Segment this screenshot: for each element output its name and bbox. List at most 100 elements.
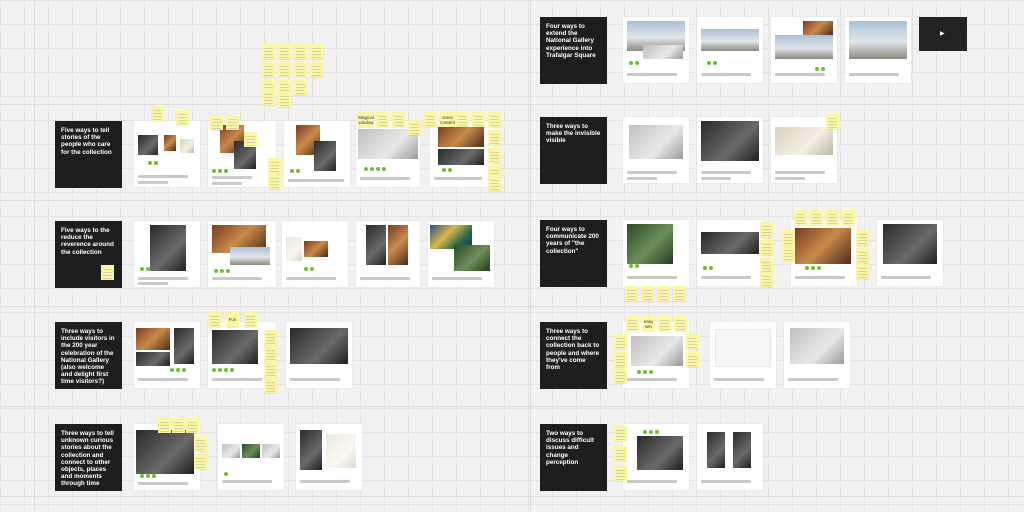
idea-card[interactable] [623,322,689,388]
sticky-note[interactable] [244,132,257,147]
sticky-note[interactable]: Docs content [440,112,455,127]
sticky-note[interactable] [262,90,275,105]
sticky-note[interactable] [264,330,277,345]
sticky-note[interactable] [760,258,773,273]
sticky-note[interactable] [810,210,823,225]
sticky-note[interactable] [686,334,699,349]
section-title-card[interactable]: Four ways to communicate 200 years of "t… [540,220,607,287]
idea-card[interactable] [134,121,200,187]
sticky-note[interactable] [641,286,654,301]
idea-card[interactable] [284,121,350,187]
sticky-note[interactable] [625,286,638,301]
sticky-note[interactable] [264,346,277,361]
sticky-note[interactable] [210,115,223,130]
sticky-note[interactable] [826,210,839,225]
sticky-note[interactable] [244,312,257,327]
sticky-note[interactable] [856,230,869,245]
section-title-card[interactable]: Three ways to tell unknown curious stori… [55,424,122,491]
sticky-note[interactable] [172,418,185,433]
idea-card[interactable] [877,220,943,286]
sticky-note[interactable] [782,230,795,245]
sticky-note[interactable] [456,112,469,127]
idea-card[interactable] [697,17,763,83]
sticky-note[interactable] [686,352,699,367]
sticky-note[interactable] [268,174,281,189]
sticky-note[interactable] [658,316,671,331]
sticky-note[interactable] [614,334,627,349]
sticky-note[interactable] [186,418,199,433]
sticky-note[interactable] [264,362,277,377]
sticky-note[interactable] [856,248,869,263]
sticky-note[interactable] [264,378,277,393]
sticky-note[interactable] [488,148,501,163]
sticky-note[interactable] [278,44,291,59]
sticky-note[interactable] [294,44,307,59]
sticky-note[interactable] [208,312,221,327]
idea-card[interactable] [791,220,857,286]
section-title-card[interactable]: Three ways to make the invisible visible [540,117,607,184]
sticky-note[interactable] [614,466,627,481]
sticky-note[interactable] [472,112,485,127]
sticky-note[interactable] [158,418,171,433]
sticky-note[interactable] [614,352,627,367]
sticky-note[interactable] [262,62,275,77]
idea-card[interactable] [356,221,420,287]
sticky-note[interactable] [657,286,670,301]
sticky-note[interactable] [826,114,839,129]
sticky-note[interactable]: easy win [642,316,655,331]
idea-card[interactable] [623,220,689,286]
sticky-note[interactable] [760,240,773,255]
sticky-note[interactable] [614,426,627,441]
section-title-card[interactable]: Four ways to extend the National Gallery… [540,17,607,84]
idea-card[interactable] [771,117,837,183]
sticky-note[interactable] [268,158,281,173]
sticky-note[interactable] [194,454,207,469]
sticky-note[interactable] [760,222,773,237]
sticky-note[interactable] [294,62,307,77]
sticky-note[interactable] [392,112,405,127]
idea-card[interactable] [697,424,763,490]
video-thumbnail[interactable]: ▶ [919,17,967,51]
sticky-note[interactable] [673,286,686,301]
sticky-note[interactable] [488,130,501,145]
idea-card[interactable] [134,322,200,388]
play-icon[interactable]: ▶ [940,31,945,37]
section-title-card[interactable]: Five ways to tell stories of the people … [55,121,122,188]
sticky-note[interactable] [488,112,501,127]
idea-card[interactable] [845,17,911,83]
sticky-note[interactable] [310,62,323,77]
idea-card[interactable] [623,17,689,83]
sticky-note[interactable] [794,210,807,225]
sticky-note[interactable] [226,115,239,130]
sticky-note[interactable] [376,112,389,127]
section-title-card[interactable]: Three ways to include visitors in the 20… [55,322,122,389]
sticky-note[interactable] [842,210,855,225]
sticky-note[interactable] [760,272,773,287]
idea-card[interactable] [623,424,689,490]
sticky-note[interactable] [674,316,687,331]
idea-card[interactable] [430,121,494,187]
sticky-note[interactable] [278,62,291,77]
idea-card[interactable] [208,221,276,287]
sticky-note[interactable] [614,446,627,461]
sticky-note[interactable]: Magical window [358,112,374,127]
idea-card[interactable] [296,424,362,490]
idea-card[interactable] [697,117,763,183]
sticky-note[interactable] [278,92,291,107]
section-title-card[interactable]: Three ways to connect the collection bac… [540,322,607,389]
sticky-note[interactable] [278,80,291,95]
idea-card[interactable] [282,221,348,287]
sticky-note[interactable] [151,106,164,121]
sticky-note[interactable] [262,44,275,59]
sticky-note[interactable] [856,264,869,279]
idea-card[interactable] [134,221,200,287]
idea-card[interactable] [771,17,837,83]
sticky-note[interactable] [310,44,323,59]
idea-card[interactable] [710,322,776,388]
idea-card[interactable] [134,424,200,490]
sticky-note[interactable] [626,316,639,331]
idea-card[interactable] [286,322,352,388]
idea-card[interactable] [784,322,850,388]
idea-card[interactable] [623,117,689,183]
